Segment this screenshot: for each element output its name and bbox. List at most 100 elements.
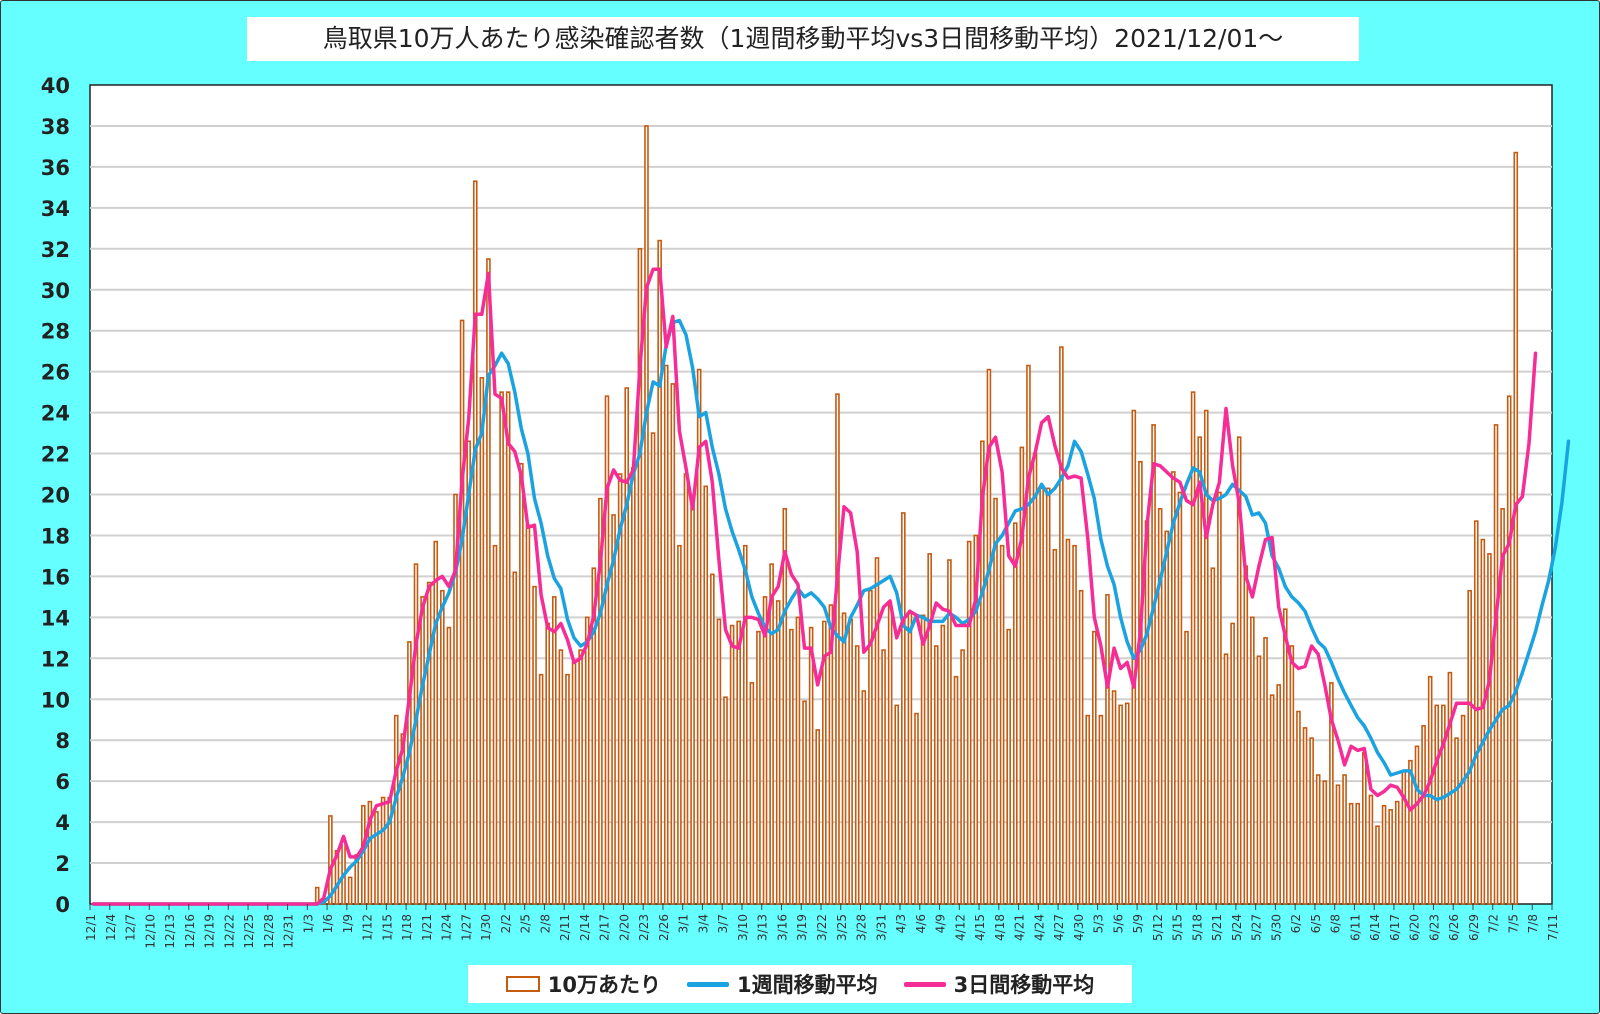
bar — [1480, 538, 1486, 905]
x-tick-label: 12/31 — [282, 914, 296, 949]
x-tick-label: 1/24 — [440, 914, 454, 941]
x-tick-label: 2/5 — [519, 914, 533, 933]
bar — [1381, 804, 1387, 905]
bar — [604, 395, 610, 905]
bar — [1375, 825, 1380, 905]
bar — [1434, 704, 1440, 905]
bar — [1467, 589, 1472, 905]
bar — [677, 544, 682, 905]
x-tick-label: 5/27 — [1250, 914, 1264, 941]
bar — [420, 596, 425, 905]
bar — [841, 612, 847, 905]
x-tick-label: 1/9 — [341, 914, 355, 933]
x-tick-label: 6/2 — [1289, 914, 1303, 933]
bar — [1078, 589, 1084, 905]
x-tick-label: 12/7 — [124, 914, 138, 941]
bar — [1059, 346, 1064, 905]
bar — [973, 534, 979, 905]
bar — [1006, 628, 1011, 905]
bar — [940, 624, 946, 905]
x-tick-label: 6/5 — [1309, 914, 1323, 933]
legend-item-bar: 10万あたり — [505, 969, 661, 999]
bar-series — [314, 125, 1519, 905]
x-tick-label: 5/18 — [1190, 914, 1204, 941]
bar — [426, 581, 432, 905]
bar — [953, 675, 959, 905]
bar — [683, 473, 689, 905]
bar — [1032, 452, 1038, 905]
bar — [966, 540, 972, 905]
x-tick-label: 7/11 — [1546, 914, 1560, 941]
y-tick-label: 24 — [41, 402, 70, 426]
bar — [525, 524, 531, 905]
series-line — [91, 318, 1571, 906]
x-tick-label: 12/25 — [242, 914, 256, 949]
bar — [1164, 530, 1170, 905]
bar — [1473, 520, 1479, 905]
bar — [1052, 548, 1058, 905]
x-tick-label: 12/22 — [222, 914, 236, 949]
bar — [512, 571, 518, 905]
x-tick-label: 3/31 — [874, 914, 888, 941]
bar — [538, 673, 544, 905]
bar — [947, 559, 952, 905]
x-tick-label: 1/6 — [321, 914, 335, 933]
x-tick-label: 4/6 — [914, 914, 928, 933]
bar — [670, 383, 676, 905]
bar — [933, 645, 939, 905]
legend-swatch-3day-avg — [903, 981, 946, 987]
x-tick-label: 4/21 — [1013, 914, 1027, 941]
bar — [1197, 436, 1202, 905]
x-tick-label: 3/13 — [756, 914, 770, 941]
bar — [1414, 745, 1420, 905]
bar — [433, 540, 439, 905]
y-tick-label: 30 — [41, 279, 70, 303]
bar — [782, 508, 788, 905]
bar — [815, 729, 821, 905]
bar — [1026, 364, 1031, 905]
bar — [413, 563, 419, 905]
x-tick-label: 4/12 — [953, 914, 967, 941]
bar — [459, 319, 465, 905]
x-tick-label: 5/9 — [1131, 914, 1145, 933]
bar — [1243, 565, 1249, 905]
bar — [848, 618, 853, 905]
bar — [1065, 538, 1071, 905]
x-tick-label: 3/16 — [775, 914, 789, 941]
x-tick-label: 4/9 — [934, 914, 948, 933]
bar — [584, 616, 590, 905]
bar — [644, 125, 649, 905]
bar — [1177, 491, 1183, 905]
bar — [499, 391, 504, 905]
bar — [1408, 759, 1413, 905]
bar — [723, 696, 728, 905]
bar — [347, 876, 353, 905]
bar — [1315, 774, 1321, 905]
bar — [1085, 714, 1091, 905]
bar — [1276, 684, 1281, 905]
bar — [1256, 655, 1262, 905]
bar — [1190, 391, 1196, 905]
bar — [486, 258, 491, 905]
x-tick-label: 3/7 — [716, 914, 730, 933]
x-tick-label: 4/24 — [1032, 914, 1046, 941]
x-tick-label: 5/3 — [1092, 914, 1106, 933]
bar — [1513, 151, 1519, 905]
x-tick-label: 1/12 — [361, 914, 375, 941]
y-tick-label: 12 — [41, 647, 70, 671]
bar — [551, 596, 557, 905]
bar — [1045, 487, 1051, 905]
bar — [769, 563, 774, 905]
bar — [1144, 520, 1150, 905]
bar — [1210, 567, 1216, 905]
bar — [367, 800, 373, 905]
bar — [1092, 630, 1097, 905]
bar — [808, 626, 814, 905]
bar — [472, 180, 478, 905]
bar — [440, 589, 445, 905]
x-tick-label: 6/26 — [1447, 914, 1461, 941]
x-tick-label: 7/2 — [1487, 914, 1501, 933]
x-tick-label: 2/8 — [538, 914, 552, 933]
x-tick-label: 12/1 — [84, 914, 98, 941]
bar — [1348, 802, 1354, 905]
